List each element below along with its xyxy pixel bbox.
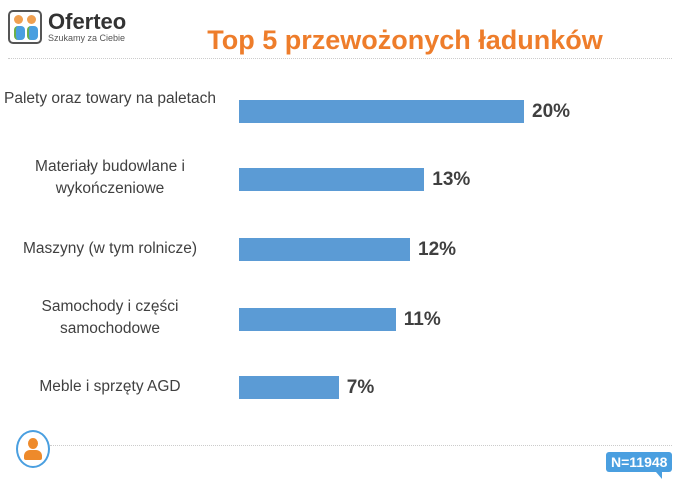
category-label: Maszyny (w tym rolnicze) [23, 240, 197, 257]
bar [239, 238, 410, 261]
category-label: Palety oraz towary na paletach [4, 90, 216, 107]
data-label: 20% [532, 101, 571, 122]
data-label: 11% [403, 309, 441, 330]
category-label: Materiały budowlane i wykończeniowe [35, 158, 185, 197]
category-label: Meble i sprzęty AGD [39, 378, 181, 395]
data-label: 12% [418, 239, 457, 260]
category-label: Samochody i części samochodowe [41, 298, 179, 337]
data-label: 13% [432, 169, 471, 190]
bar [239, 376, 339, 399]
bar [239, 100, 524, 123]
bar [239, 168, 425, 191]
divider [8, 58, 672, 59]
logo-icon [8, 10, 42, 44]
divider [50, 445, 672, 446]
bar [239, 308, 396, 331]
brand-tagline: Szukamy za Ciebie [48, 33, 126, 43]
data-label: 7% [346, 377, 375, 398]
person-icon [16, 430, 50, 468]
chart-title: Top 5 przewożonych ładunków [207, 25, 603, 55]
oferteo-logo: Oferteo Szukamy za Ciebie [8, 10, 126, 44]
brand-name: Oferteo [48, 9, 127, 34]
sample-size-badge: N=11948 [606, 452, 673, 479]
